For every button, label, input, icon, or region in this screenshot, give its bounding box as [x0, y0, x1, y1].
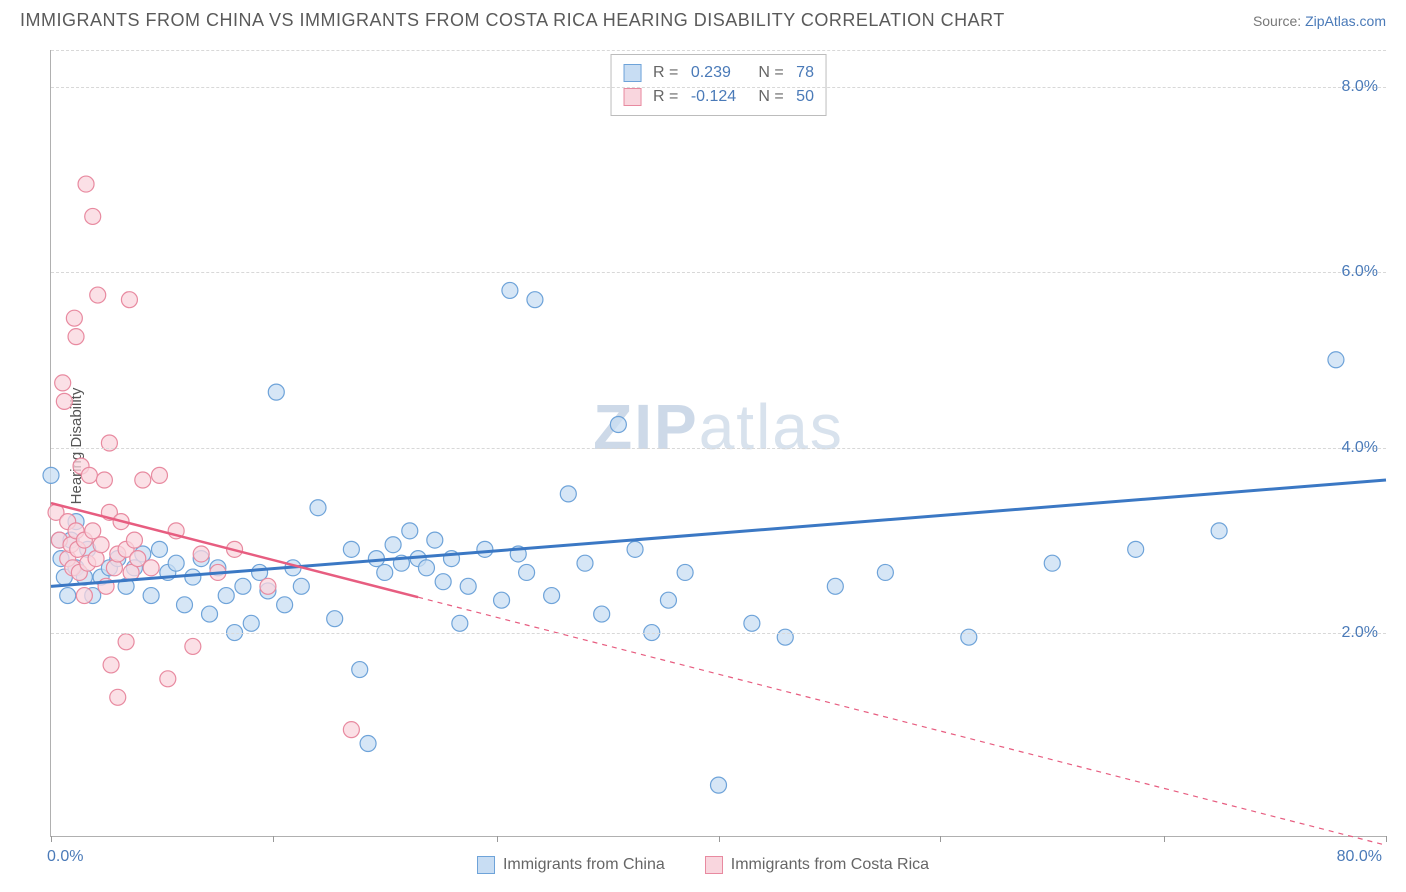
- source-attribution: Source: ZipAtlas.com: [1253, 13, 1386, 29]
- scatter-plot-svg: [51, 50, 1386, 836]
- stat-N-value: 78: [792, 61, 814, 85]
- legend-swatch: [477, 856, 495, 874]
- y-tick-label: 6.0%: [1342, 263, 1378, 281]
- source-link[interactable]: ZipAtlas.com: [1305, 13, 1386, 29]
- title-bar: IMMIGRANTS FROM CHINA VS IMMIGRANTS FROM…: [0, 0, 1406, 37]
- stat-legend-row: R = 0.239 N = 78: [623, 61, 814, 85]
- stat-legend: R = 0.239 N = 78 R = -0.124 N = 50: [610, 54, 827, 116]
- y-tick-label: 4.0%: [1342, 439, 1378, 457]
- legend-label: Immigrants from Costa Rica: [731, 856, 929, 874]
- stat-N-label: N =: [758, 61, 783, 85]
- stat-R-label: R =: [653, 85, 678, 109]
- chart-title: IMMIGRANTS FROM CHINA VS IMMIGRANTS FROM…: [20, 10, 1005, 31]
- bottom-legend-item: Immigrants from China: [477, 856, 665, 874]
- bottom-legend: Immigrants from China Immigrants from Cos…: [0, 856, 1406, 874]
- source-prefix: Source:: [1253, 13, 1305, 29]
- legend-swatch: [623, 64, 641, 82]
- stat-R-value: -0.124: [686, 85, 746, 109]
- legend-label: Immigrants from China: [503, 856, 665, 874]
- y-tick-label: 8.0%: [1342, 78, 1378, 96]
- bottom-legend-item: Immigrants from Costa Rica: [705, 856, 929, 874]
- stat-N-label: N =: [758, 85, 783, 109]
- legend-swatch: [623, 88, 641, 106]
- legend-swatch: [705, 856, 723, 874]
- y-tick-label: 2.0%: [1342, 624, 1378, 642]
- stat-N-value: 50: [792, 85, 814, 109]
- stat-R-label: R =: [653, 61, 678, 85]
- stat-legend-row: R = -0.124 N = 50: [623, 85, 814, 109]
- chart-area: ZIPatlas R = 0.239N = 78R = -0.124N = 50…: [50, 50, 1386, 837]
- stat-R-value: 0.239: [686, 61, 746, 85]
